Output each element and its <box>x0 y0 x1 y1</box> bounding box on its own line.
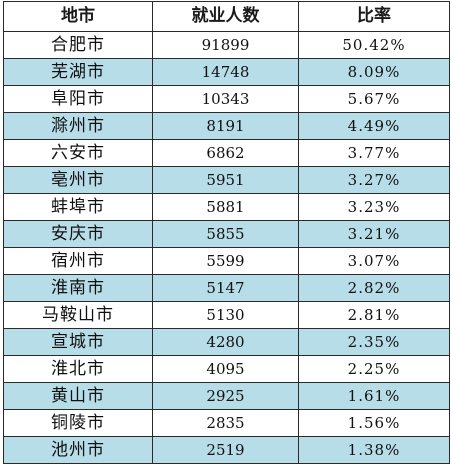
city-cell: 亳州市 <box>3 166 153 194</box>
city-cell: 宿州市 <box>3 247 153 275</box>
ratio-cell: 1.61% <box>298 382 450 410</box>
header-row: 地市 就业人数 比率 <box>3 1 450 32</box>
table-row: 安庆市 5855 3.21% <box>3 220 450 248</box>
ratio-cell: 2.25% <box>298 355 450 383</box>
ratio-cell: 2.35% <box>298 328 450 356</box>
employed-cell: 10343 <box>152 85 299 113</box>
employed-cell: 4280 <box>152 328 299 356</box>
employed-cell: 5855 <box>152 220 299 248</box>
city-cell: 六安市 <box>3 139 153 167</box>
employed-cell: 4095 <box>152 355 299 383</box>
table-row: 滁州市 8191 4.49% <box>3 112 450 140</box>
employed-cell: 6862 <box>152 139 299 167</box>
table-row: 六安市 6862 3.77% <box>3 139 450 167</box>
city-cell: 蚌埠市 <box>3 193 153 221</box>
city-cell: 淮南市 <box>3 274 153 302</box>
employed-cell: 2835 <box>152 409 299 437</box>
employed-cell: 91899 <box>152 31 299 59</box>
ratio-cell: 3.77% <box>298 139 450 167</box>
ratio-cell: 3.23% <box>298 193 450 221</box>
employed-cell: 5130 <box>152 301 299 329</box>
table-row: 蚌埠市 5881 3.23% <box>3 193 450 221</box>
table-row: 合肥市 91899 50.42% <box>3 31 450 59</box>
table-row: 亳州市 5951 3.27% <box>3 166 450 194</box>
city-cell: 黄山市 <box>3 382 153 410</box>
ratio-cell: 3.21% <box>298 220 450 248</box>
city-cell: 安庆市 <box>3 220 153 248</box>
employed-cell: 14748 <box>152 58 299 86</box>
table-row: 淮北市 4095 2.25% <box>3 355 450 383</box>
employed-cell: 5951 <box>152 166 299 194</box>
table-row: 阜阳市 10343 5.67% <box>3 85 450 113</box>
employed-cell: 5599 <box>152 247 299 275</box>
ratio-cell: 3.27% <box>298 166 450 194</box>
table-row: 铜陵市 2835 1.56% <box>3 409 450 437</box>
city-cell: 滁州市 <box>3 112 153 140</box>
table-row: 黄山市 2925 1.61% <box>3 382 450 410</box>
ratio-cell: 2.81% <box>298 301 450 329</box>
city-cell: 合肥市 <box>3 31 153 59</box>
city-cell: 淮北市 <box>3 355 153 383</box>
table-body: 合肥市 91899 50.42% 芜湖市 14748 8.09% 阜阳市 103… <box>3 31 450 464</box>
table-row: 淮南市 5147 2.82% <box>3 274 450 302</box>
header-ratio: 比率 <box>298 1 450 32</box>
ratio-cell: 1.56% <box>298 409 450 437</box>
header-city: 地市 <box>3 1 153 32</box>
city-cell: 马鞍山市 <box>3 301 153 329</box>
city-cell: 铜陵市 <box>3 409 153 437</box>
table-row: 宿州市 5599 3.07% <box>3 247 450 275</box>
ratio-cell: 4.49% <box>298 112 450 140</box>
ratio-cell: 5.67% <box>298 85 450 113</box>
city-cell: 芜湖市 <box>3 58 153 86</box>
employed-cell: 2519 <box>152 436 299 464</box>
city-cell: 池州市 <box>3 436 153 464</box>
ratio-cell: 2.82% <box>298 274 450 302</box>
table-header: 地市 就业人数 比率 <box>3 1 450 32</box>
ratio-cell: 1.38% <box>298 436 450 464</box>
table-row: 宣城市 4280 2.35% <box>3 328 450 356</box>
ratio-cell: 3.07% <box>298 247 450 275</box>
table-row: 马鞍山市 5130 2.81% <box>3 301 450 329</box>
employed-cell: 8191 <box>152 112 299 140</box>
city-cell: 阜阳市 <box>3 85 153 113</box>
city-cell: 宣城市 <box>3 328 153 356</box>
employed-cell: 5147 <box>152 274 299 302</box>
employed-cell: 5881 <box>152 193 299 221</box>
employed-cell: 2925 <box>152 382 299 410</box>
ratio-cell: 50.42% <box>298 31 450 59</box>
table-row: 芜湖市 14748 8.09% <box>3 58 450 86</box>
table-row: 池州市 2519 1.38% <box>3 436 450 464</box>
ratio-cell: 8.09% <box>298 58 450 86</box>
header-employed: 就业人数 <box>152 1 299 32</box>
employment-table: 地市 就业人数 比率 合肥市 91899 50.42% 芜湖市 14748 8.… <box>3 1 450 464</box>
